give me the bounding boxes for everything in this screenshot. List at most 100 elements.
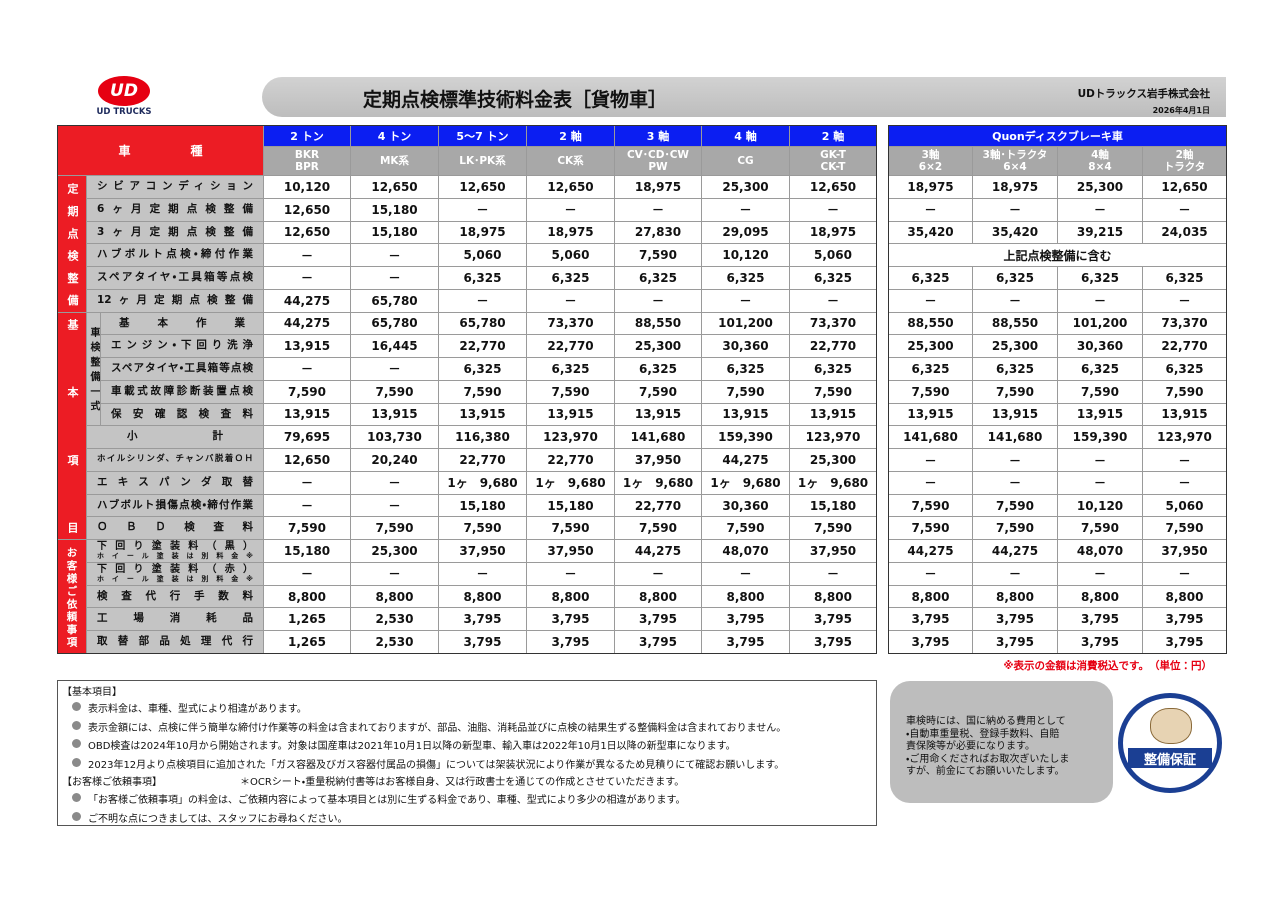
price-cell: 8,800 (972, 584, 1058, 609)
model-header: MK系 (350, 146, 439, 176)
price-cell: 116,380 (438, 425, 527, 450)
price-cell: 8,800 (789, 584, 877, 609)
price-cell: 73,370 (526, 311, 615, 336)
price-cell: 3,795 (614, 630, 702, 654)
price-cell: 88,550 (888, 311, 973, 336)
price-cell: 25,300 (350, 539, 439, 563)
badge-text: 整備保証 (1128, 748, 1212, 768)
price-cell: 5,060 (438, 243, 527, 268)
price-cell: 27,830 (614, 220, 702, 245)
price-cell: 13,915 (1142, 402, 1227, 427)
price-cell: 6,325 (1057, 357, 1143, 381)
notes-box (57, 680, 877, 826)
note-item: 表示料金は、車種、型式により相違があります。 (88, 704, 307, 715)
bullet (72, 811, 81, 821)
price-cell: 7,590 (263, 516, 351, 541)
info-line: ・自動車重量税、登録手数料、自賠 (906, 728, 1060, 740)
row-note: ホイール塗装は別料金※ (97, 574, 253, 583)
price-cell: 15,180 (526, 493, 615, 518)
price-cell: 8,800 (1057, 584, 1143, 609)
price-cell: 7,590 (263, 379, 351, 404)
model-header: 2軸 トラクタ (1142, 146, 1227, 176)
model-header: 3軸 6×2 (888, 146, 973, 176)
price-cell: － (789, 561, 877, 586)
price-cell: 3,795 (972, 630, 1058, 654)
bullet (72, 793, 81, 802)
price-cell: － (1057, 470, 1143, 495)
price-cell: 37,950 (438, 539, 527, 563)
price-cell: 22,770 (438, 448, 527, 472)
row-label-cell: 下回り塗装料（黒） ホイール塗装は別料金※ (86, 539, 264, 563)
row-label: 小計 (86, 425, 264, 450)
note-remark: ＊OCRシート・重量税納付書等はお客様自身、又は行政書士を通じての作成とさせてい… (240, 777, 685, 788)
price-cell: 7,590 (1142, 379, 1227, 404)
row-label: 下回り塗装料（赤） (97, 563, 253, 575)
price-cell: 39,215 (1057, 220, 1143, 245)
footnote: ※表示の金額は消費税込です。 （単位：円） (1003, 660, 1212, 672)
price-cell: 44,275 (888, 539, 973, 563)
price-cell: 159,390 (1057, 425, 1143, 450)
price-cell: － (972, 448, 1058, 472)
price-cell: 3,795 (972, 607, 1058, 632)
price-cell: 6,325 (526, 357, 615, 381)
logo-oval: UD (98, 76, 150, 106)
bullet (72, 702, 81, 711)
price-cell: 7,590 (526, 516, 615, 541)
info-line: ・ご用命くださればお取次ぎいたしま (906, 753, 1070, 765)
price-cell: － (972, 470, 1058, 495)
price-cell: 1ヶ 9,680 (701, 470, 790, 495)
row-label: 保安確認検査料 (100, 402, 264, 427)
price-cell: 6,325 (614, 266, 702, 290)
price-cell: 65,780 (438, 311, 527, 336)
date: 2026年4月1日 (1152, 106, 1210, 115)
price-cell: 3,795 (1142, 630, 1227, 654)
price-cell: 6,325 (614, 357, 702, 381)
row-label: 下回り塗装料（黒） (97, 541, 253, 553)
table-frame (57, 125, 877, 654)
notes-heading: 【お客様ご依頼事項】 (62, 777, 162, 788)
price-cell: 25,300 (972, 334, 1058, 359)
price-cell: － (789, 197, 877, 222)
price-cell: － (701, 288, 790, 313)
price-cell: 65,780 (350, 311, 439, 336)
price-cell: 13,915 (526, 402, 615, 427)
corner: 車種 (57, 125, 264, 176)
price-cell: 123,970 (789, 425, 877, 450)
price-cell: 25,300 (1057, 175, 1143, 199)
row-label: スペアタイヤ・工具箱等点検 (100, 357, 264, 381)
row-label: 6ヶ月定期点検整備 (86, 197, 264, 222)
price-cell: 12,650 (1142, 175, 1227, 199)
price-cell: 141,680 (614, 425, 702, 450)
price-cell: 13,915 (350, 402, 439, 427)
title: 定期点検標準技術料金表［貨物車］ (362, 89, 667, 111)
price-cell: 5,060 (789, 243, 877, 268)
price-cell: 25,300 (888, 334, 973, 359)
row-label: エンジン・下回り洗浄 (100, 334, 264, 359)
price-cell: 123,970 (526, 425, 615, 450)
price-cell: 18,975 (526, 220, 615, 245)
section-label: お客様ご依頼事項 (65, 546, 78, 647)
price-cell: 1ヶ 9,680 (526, 470, 615, 495)
price-cell: 22,770 (1142, 334, 1227, 359)
badge-face (1150, 708, 1192, 744)
price-cell: 3,795 (438, 607, 527, 632)
note-item: OBD検査は2024年10月から開始されます。対象は国産車は2021年10月1日… (88, 741, 736, 752)
info-line: すが、前金にてお願いいたします。 (906, 766, 1065, 777)
price-cell: 37,950 (526, 539, 615, 563)
subgroup-label: 車検整備一式 (88, 327, 99, 411)
price-cell: 25,300 (614, 334, 702, 359)
bullet (72, 757, 81, 767)
price-cell: 18,975 (888, 175, 973, 199)
price-cell: 7,590 (526, 379, 615, 404)
bullet (72, 739, 81, 748)
price-cell: 7,590 (789, 516, 877, 541)
price-cell: 7,590 (1057, 516, 1143, 541)
info-line: 責保険等が必要になります。 (906, 741, 1035, 752)
model-header: LK･PK系 (438, 146, 527, 176)
price-cell: 44,275 (972, 539, 1058, 563)
price-cell: 13,915 (789, 402, 877, 427)
brand: UD TRUCKS (96, 107, 152, 117)
row-label: ハブボルト点検・締付作業 (86, 243, 264, 268)
section-label: 基本項目 (66, 319, 79, 533)
